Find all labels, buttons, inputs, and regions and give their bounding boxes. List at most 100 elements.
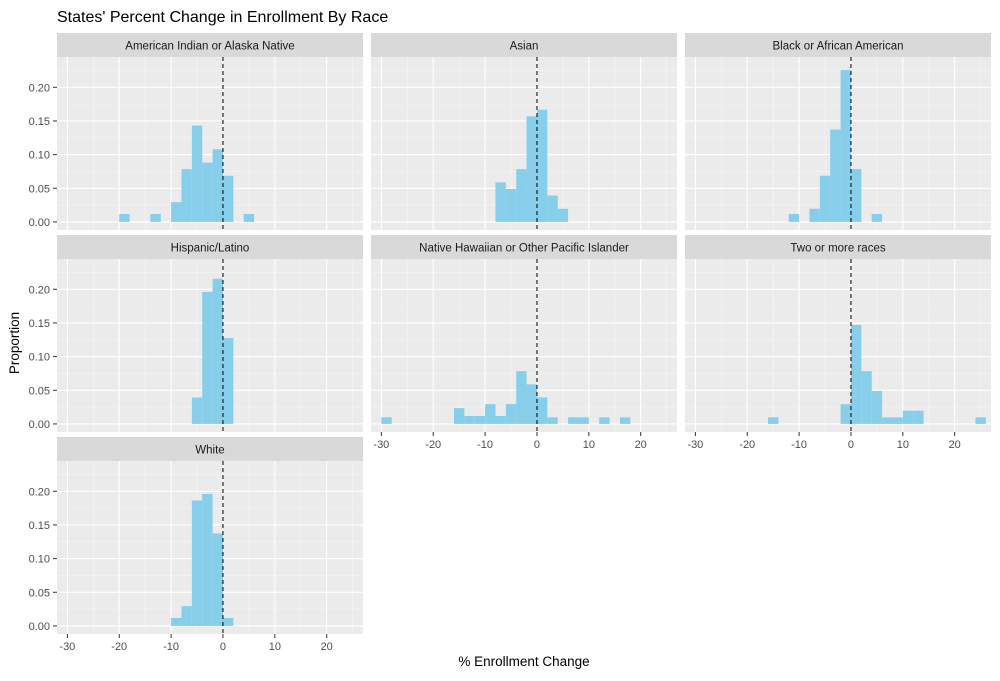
histogram-bar	[212, 533, 223, 626]
y-tick-label: 0.10	[29, 150, 50, 162]
histogram-bar	[191, 397, 203, 424]
facet-panel-american-indian-or-alaska-native: American Indian or Alaska Native 0.00 0.05…	[29, 33, 363, 230]
facet-panel-asian: Asian	[371, 33, 677, 230]
histogram-bar	[840, 70, 851, 222]
histogram-bar	[547, 195, 558, 222]
facet-strip	[57, 437, 363, 461]
y-tick-label: 0.20	[29, 486, 50, 498]
x-tick-label: -30	[59, 641, 75, 653]
histogram-bar	[202, 291, 213, 424]
x-tick-label: -20	[425, 439, 441, 451]
histogram-bar	[381, 417, 392, 424]
histogram-bar	[516, 371, 527, 424]
histogram-bar	[526, 384, 537, 424]
histogram-bar	[871, 213, 883, 222]
histogram-bar	[861, 371, 872, 424]
histogram-bar	[222, 338, 234, 424]
facet-strip-label: Hispanic/Latino	[171, 243, 250, 255]
histogram-bar	[830, 129, 841, 222]
histogram-bar	[243, 213, 255, 222]
histogram-bar	[882, 417, 893, 424]
facet-panel-hispanic-latino: Hispanic/Latino 0.00 0.05 0.10 0.15 0.20	[29, 235, 363, 432]
facet-strip	[57, 235, 363, 259]
histogram-bar	[599, 417, 610, 424]
facet-strip-label: Black or African American	[772, 41, 903, 53]
y-tick-label: 0.15	[29, 116, 50, 128]
histogram-bar	[547, 417, 558, 424]
x-tick-label: -20	[739, 439, 755, 451]
y-tick-label: 0.20	[29, 284, 50, 296]
facet-strip	[371, 33, 677, 57]
facet-strip	[685, 33, 991, 57]
histogram-bar	[975, 417, 986, 424]
histogram-bar	[767, 417, 779, 424]
x-tick-label: 10	[269, 641, 281, 653]
x-tick-label: -20	[111, 641, 127, 653]
chart-title: States' Percent Change in Enrollment By …	[57, 9, 388, 26]
histogram-bar	[495, 415, 506, 424]
histogram-bar	[222, 617, 234, 626]
histogram-bar	[453, 408, 465, 424]
histogram-bar	[557, 208, 569, 222]
histogram-bar	[171, 617, 182, 626]
y-tick-label: 0.10	[29, 554, 50, 566]
x-tick-label: -10	[477, 439, 493, 451]
x-tick-label: 0	[848, 439, 854, 451]
histogram-bar	[505, 404, 517, 424]
y-tick-label: 0.00	[29, 621, 50, 633]
histogram-bar	[536, 397, 548, 424]
histogram-bar	[181, 606, 192, 626]
histogram-bar	[212, 149, 223, 222]
histogram-bar	[150, 213, 161, 222]
facet-panel-white: White 0.00 0.05 0.10 0.15 0.20 -30 -20 -10 0 10 20	[29, 437, 363, 653]
y-tick-label: 0.15	[29, 318, 50, 330]
histogram-bar	[871, 390, 883, 424]
histogram-bar	[119, 213, 130, 222]
x-tick-label: 10	[897, 439, 909, 451]
histogram-bar	[840, 404, 851, 424]
x-tick-label: -30	[687, 439, 703, 451]
facet-strip-label: Two or more races	[790, 243, 885, 255]
facet-strip-label: White	[195, 445, 224, 457]
histogram-bar	[850, 169, 862, 222]
plot-panel-background	[685, 259, 991, 432]
y-tick-label: 0.10	[29, 352, 50, 364]
y-tick-label: 0.15	[29, 520, 50, 532]
facet-panel-black-or-african-american: Black or African American	[685, 33, 991, 230]
y-tick-label: 0.00	[29, 419, 50, 431]
x-tick-label: 20	[635, 439, 647, 451]
histogram-bar	[495, 182, 506, 222]
histogram-bar	[809, 208, 820, 222]
facet-strip-label: Native Hawaiian or Other Pacific Islande…	[419, 243, 629, 255]
histogram-bar	[850, 324, 862, 424]
histogram-bar	[788, 213, 800, 222]
y-tick-label: 0.05	[29, 587, 50, 599]
x-axis-title: % Enrollment Change	[458, 654, 589, 669]
histogram-bar	[171, 202, 182, 222]
histogram-bar	[536, 109, 548, 222]
histogram-bar	[222, 175, 234, 222]
facet-strip	[371, 235, 677, 259]
y-tick-label: 0.05	[29, 183, 50, 195]
histogram-bar	[913, 410, 924, 424]
x-tick-label: 20	[321, 641, 333, 653]
histogram-bar	[202, 162, 213, 222]
x-tick-label: -10	[791, 439, 807, 451]
facet-strip-label: American Indian or Alaska Native	[125, 41, 294, 53]
x-tick-label: 0	[220, 641, 226, 653]
histogram-bar	[464, 415, 475, 424]
histogram-bar	[191, 500, 203, 626]
x-tick-label: 10	[583, 439, 595, 451]
histogram-bar	[819, 175, 831, 222]
histogram-bar	[181, 169, 192, 222]
histogram-bar	[902, 410, 914, 424]
histogram-bar	[578, 417, 589, 424]
histogram-bar	[191, 125, 203, 222]
histogram-bar	[505, 188, 517, 222]
histogram-bar	[892, 417, 903, 424]
histogram-bar	[485, 404, 496, 424]
facet-strip	[685, 235, 991, 259]
histogram-bar	[212, 278, 223, 424]
